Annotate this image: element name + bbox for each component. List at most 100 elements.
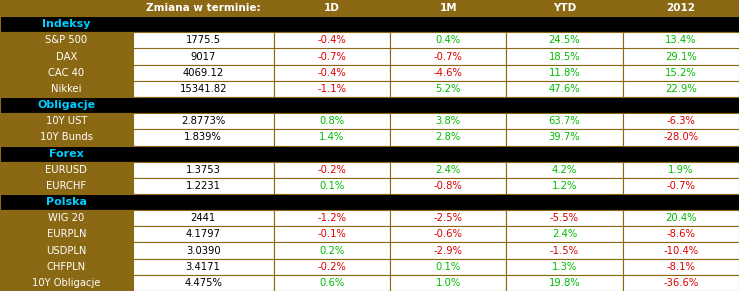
Text: -2.5%: -2.5% xyxy=(434,213,463,223)
Bar xyxy=(132,0,273,16)
Text: 3.4171: 3.4171 xyxy=(185,262,220,272)
Text: 4069.12: 4069.12 xyxy=(183,68,224,78)
Bar xyxy=(132,178,273,194)
Bar xyxy=(132,210,273,226)
Bar xyxy=(273,32,390,49)
Bar xyxy=(273,275,390,291)
Text: 0.1%: 0.1% xyxy=(435,262,461,272)
Bar xyxy=(273,178,390,194)
Bar xyxy=(273,259,390,275)
Bar xyxy=(132,129,273,146)
Text: 2.4%: 2.4% xyxy=(435,165,461,175)
Text: 10Y Obligacje: 10Y Obligacje xyxy=(32,278,101,288)
Text: 2441: 2441 xyxy=(191,213,216,223)
Bar xyxy=(623,242,739,259)
Bar xyxy=(623,259,739,275)
Text: -4.6%: -4.6% xyxy=(434,68,463,78)
Text: 2.8773%: 2.8773% xyxy=(181,116,225,126)
Text: CAC 40: CAC 40 xyxy=(48,68,84,78)
Bar xyxy=(0,226,132,242)
Bar xyxy=(132,242,273,259)
Bar xyxy=(506,275,623,291)
Text: 18.5%: 18.5% xyxy=(548,52,580,62)
Bar xyxy=(390,275,506,291)
Text: 2012: 2012 xyxy=(667,3,695,13)
Bar xyxy=(390,113,506,129)
Bar xyxy=(623,113,739,129)
Bar xyxy=(390,81,506,97)
Text: -0.2%: -0.2% xyxy=(318,165,347,175)
Text: -0.4%: -0.4% xyxy=(318,36,347,45)
Text: USDPLN: USDPLN xyxy=(46,246,86,255)
Text: S&P 500: S&P 500 xyxy=(45,36,87,45)
Bar xyxy=(0,65,132,81)
Text: -10.4%: -10.4% xyxy=(664,246,698,255)
Text: -28.0%: -28.0% xyxy=(664,132,698,142)
Text: 0.2%: 0.2% xyxy=(319,246,344,255)
Text: 2.8%: 2.8% xyxy=(435,132,461,142)
Text: -2.9%: -2.9% xyxy=(434,246,463,255)
Bar xyxy=(623,0,739,16)
Text: Obligacje: Obligacje xyxy=(37,100,95,110)
Bar xyxy=(273,226,390,242)
Bar xyxy=(0,16,739,32)
Text: Indeksy: Indeksy xyxy=(42,19,91,29)
Bar xyxy=(390,178,506,194)
Text: 1.2231: 1.2231 xyxy=(185,181,221,191)
Bar xyxy=(0,275,132,291)
Text: -0.2%: -0.2% xyxy=(318,262,347,272)
Text: 39.7%: 39.7% xyxy=(548,132,580,142)
Bar xyxy=(273,113,390,129)
Text: -36.6%: -36.6% xyxy=(663,278,698,288)
Bar xyxy=(132,162,273,178)
Text: -8.6%: -8.6% xyxy=(667,229,695,239)
Bar xyxy=(506,162,623,178)
Bar xyxy=(132,32,273,49)
Bar xyxy=(506,129,623,146)
Bar xyxy=(390,129,506,146)
Text: 1.3%: 1.3% xyxy=(552,262,577,272)
Text: -0.6%: -0.6% xyxy=(434,229,463,239)
Text: Zmiana w terminie:: Zmiana w terminie: xyxy=(146,3,260,13)
Text: 2.4%: 2.4% xyxy=(552,229,577,239)
Bar xyxy=(390,49,506,65)
Bar xyxy=(506,259,623,275)
Text: CHFPLN: CHFPLN xyxy=(47,262,86,272)
Bar xyxy=(390,162,506,178)
Bar xyxy=(273,162,390,178)
Text: 0.6%: 0.6% xyxy=(319,278,344,288)
Bar xyxy=(506,113,623,129)
Bar xyxy=(132,81,273,97)
Text: 20.4%: 20.4% xyxy=(665,213,697,223)
Text: Nikkei: Nikkei xyxy=(51,84,81,94)
Bar xyxy=(0,210,132,226)
Bar xyxy=(273,242,390,259)
Bar xyxy=(0,162,132,178)
Text: Forex: Forex xyxy=(49,149,84,159)
Text: 1775.5: 1775.5 xyxy=(185,36,221,45)
Bar xyxy=(0,194,739,210)
Text: 0.1%: 0.1% xyxy=(319,181,344,191)
Bar xyxy=(506,242,623,259)
Bar xyxy=(390,210,506,226)
Bar xyxy=(0,146,739,162)
Text: -0.4%: -0.4% xyxy=(318,68,347,78)
Text: WIG 20: WIG 20 xyxy=(48,213,84,223)
Text: 4.1797: 4.1797 xyxy=(185,229,221,239)
Text: -5.5%: -5.5% xyxy=(550,213,579,223)
Text: 1.0%: 1.0% xyxy=(435,278,461,288)
Text: -0.8%: -0.8% xyxy=(434,181,463,191)
Text: 0.4%: 0.4% xyxy=(435,36,460,45)
Bar xyxy=(623,226,739,242)
Text: 4.2%: 4.2% xyxy=(552,165,577,175)
Text: 1.839%: 1.839% xyxy=(184,132,222,142)
Text: 9017: 9017 xyxy=(191,52,216,62)
Text: 3.8%: 3.8% xyxy=(435,116,460,126)
Bar xyxy=(506,210,623,226)
Text: 24.5%: 24.5% xyxy=(548,36,580,45)
Bar xyxy=(390,32,506,49)
Bar xyxy=(623,210,739,226)
Bar xyxy=(0,178,132,194)
Text: -0.7%: -0.7% xyxy=(318,52,347,62)
Text: 15341.82: 15341.82 xyxy=(180,84,227,94)
